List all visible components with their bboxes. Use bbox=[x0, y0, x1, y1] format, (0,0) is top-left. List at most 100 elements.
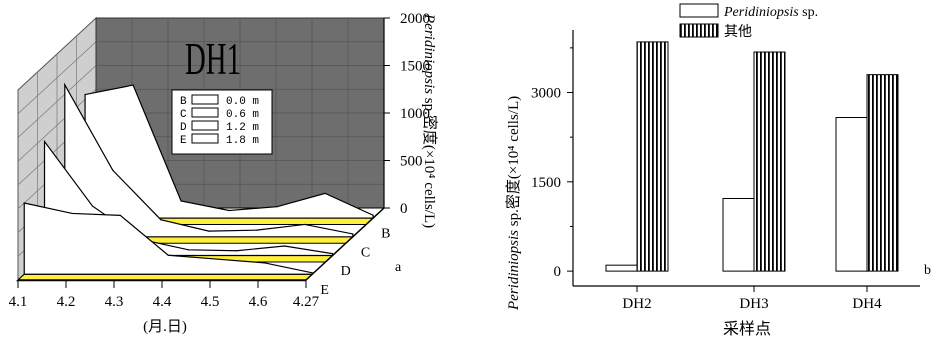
series-point-D bbox=[43, 140, 46, 143]
legend-a-swatch bbox=[191, 120, 219, 131]
depth-label-D: D bbox=[341, 264, 351, 279]
bar-DH2-series-1 bbox=[605, 264, 638, 272]
x-tick-label-a: 4.4 bbox=[153, 294, 172, 310]
series-point-C bbox=[112, 169, 114, 171]
x-axis-label-a: (月.日) bbox=[143, 319, 187, 335]
legend-a-swatch bbox=[191, 107, 219, 118]
series-point-D bbox=[283, 245, 286, 247]
series-point-E bbox=[71, 212, 73, 215]
series-point-B bbox=[180, 200, 182, 202]
legend-a-key: E bbox=[180, 135, 187, 147]
bar-DH3-series-2 bbox=[753, 51, 786, 272]
y-axis-label-b: Peridiniopsis sp.密度(×10⁴ cells/L) bbox=[505, 96, 522, 311]
legend-a-label: 1.2 m bbox=[226, 122, 259, 134]
category-label-b: DH2 bbox=[622, 296, 651, 312]
depth-label-C: C bbox=[361, 245, 370, 260]
panel-b: 0 1500 3000 DH2 DH3 DH4 采样点 Peridiniopsis sp… bbox=[505, 3, 931, 338]
right-depth-edge bbox=[305, 207, 385, 281]
category-label-b: DH3 bbox=[739, 296, 768, 312]
series-point-C bbox=[64, 84, 66, 86]
x-tick-label-a: 4.27 bbox=[293, 294, 320, 310]
x-tick-label-a: 4.5 bbox=[201, 294, 220, 310]
x-tick-label-a: 4.6 bbox=[249, 294, 268, 310]
x-tick-label-a: 4.2 bbox=[57, 294, 76, 310]
bar-DH4-series-2 bbox=[866, 74, 899, 272]
z-axis-ticks: 0 500 1000 1500 2000 bbox=[384, 11, 430, 217]
series-ribbons bbox=[15, 82, 375, 282]
x-tick-label-a: 4.1 bbox=[9, 294, 28, 310]
series-point-E bbox=[119, 214, 121, 216]
x-tick-label-a: 4.3 bbox=[105, 294, 124, 310]
y-axis-ticks-b: 0 1500 3000 bbox=[531, 47, 573, 280]
series-point-D bbox=[91, 205, 94, 207]
bar-DH3-series-1 bbox=[722, 197, 755, 272]
legend-b-label-2: 其他 bbox=[724, 24, 752, 40]
series-point-D bbox=[235, 250, 238, 252]
z-tick-label: 0 bbox=[400, 201, 408, 217]
legend-a-label: 0.6 m bbox=[226, 109, 259, 121]
z-tick-label: 1500 bbox=[400, 59, 430, 75]
series-point-B bbox=[132, 84, 134, 86]
legend-b-swatch-2 bbox=[679, 23, 719, 38]
legend-b-swatch-1 bbox=[679, 3, 719, 18]
z-tick-label: 1000 bbox=[400, 106, 430, 122]
z-tick-label: 500 bbox=[400, 154, 423, 170]
series-point-C bbox=[160, 219, 162, 221]
z-axis-label-italic: Peridiniopsis bbox=[421, 13, 437, 94]
y-axis-label-b-rest: sp.密度(×10⁴ cells/L) bbox=[505, 96, 522, 230]
legend-a-label: 1.8 m bbox=[226, 135, 259, 147]
depth-label-B: B bbox=[381, 227, 390, 242]
legend-a-swatch bbox=[191, 133, 219, 144]
z-tick-label: 2000 bbox=[400, 11, 430, 27]
series-point-C bbox=[208, 230, 210, 232]
z-axis-label: Peridiniopsis sp.密度(×10⁴ cells/L) bbox=[421, 13, 438, 228]
legend-a-frame bbox=[171, 89, 273, 155]
bars-b bbox=[605, 41, 899, 272]
legend-a-swatch bbox=[191, 94, 219, 105]
series-point-E bbox=[23, 202, 25, 204]
series-point-B bbox=[84, 93, 86, 96]
y-tick-label-b: 1500 bbox=[531, 175, 561, 191]
x-axis-ticks-a: 4.1 4.2 4.3 4.4 4.5 4.6 4.27 bbox=[9, 280, 320, 310]
y-tick-label-b: 3000 bbox=[531, 86, 561, 102]
series-point-C bbox=[256, 229, 258, 231]
series-point-D bbox=[331, 253, 334, 255]
panel-a-label: a bbox=[395, 260, 402, 275]
series-area-C bbox=[64, 82, 354, 238]
x-axis-label-b: 采样点 bbox=[723, 320, 771, 338]
legend-a-key: B bbox=[180, 96, 187, 108]
series-point-B bbox=[228, 209, 230, 212]
legend-b-label-1: Peridiniopsis sp. bbox=[723, 5, 818, 20]
series-point-B bbox=[276, 206, 278, 208]
series-point-E bbox=[167, 254, 169, 256]
series-point-E bbox=[263, 262, 265, 264]
legend-a-label: 0.0 m bbox=[226, 96, 259, 108]
legend-a-key: C bbox=[180, 109, 187, 121]
series-point-B bbox=[372, 214, 374, 216]
bar-DH2-series-2 bbox=[636, 41, 669, 272]
legend-a-key: D bbox=[180, 122, 187, 134]
series-point-C bbox=[304, 223, 306, 226]
legend-b-label-1-rest: sp. bbox=[799, 5, 818, 20]
series-point-E bbox=[215, 258, 217, 260]
legend-a: B 0.0 m C 0.6 m D 1.2 m E 1.8 m bbox=[171, 89, 273, 155]
z-axis-label-rest: sp.密度(×10⁴ cells/L) bbox=[421, 94, 438, 228]
depth-label-E: E bbox=[320, 283, 329, 298]
legend-b-label-1-italic: Peridiniopsis bbox=[723, 5, 799, 20]
series-area-B bbox=[84, 84, 374, 219]
category-labels-b: DH2 DH3 DH4 bbox=[622, 286, 882, 312]
bar-DH4-series-1 bbox=[835, 117, 868, 272]
series-point-B bbox=[324, 192, 326, 194]
series-point-D bbox=[187, 249, 190, 251]
category-label-b: DH4 bbox=[852, 296, 882, 312]
y-tick-label-b: 0 bbox=[554, 264, 562, 280]
y-axis-label-b-italic: Peridiniopsis bbox=[506, 230, 522, 311]
panel-a-title: DH1 bbox=[185, 35, 241, 85]
panel-b-label: b bbox=[924, 263, 931, 278]
series-point-C bbox=[352, 233, 354, 235]
legend-b: Peridiniopsis sp. 其他 bbox=[679, 3, 818, 40]
